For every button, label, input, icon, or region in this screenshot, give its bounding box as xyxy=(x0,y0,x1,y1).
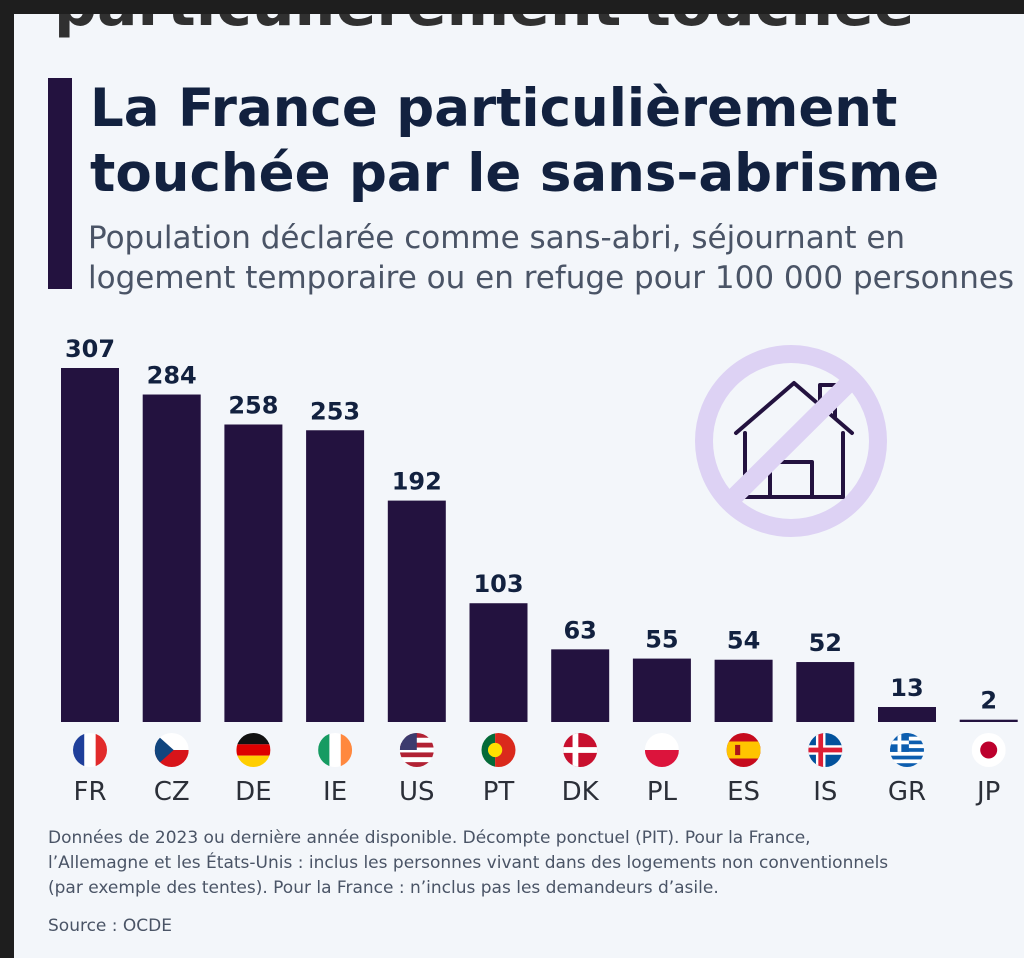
pl-flag-icon xyxy=(644,733,679,767)
footnote-line-3: (par exemple des tentes). Pour la France… xyxy=(48,878,719,898)
bar-jp xyxy=(959,719,1018,722)
fr-flag-icon xyxy=(73,733,107,767)
pt-flag-icon xyxy=(481,733,516,767)
tick-label-us: US xyxy=(399,777,435,807)
bar-de xyxy=(224,424,283,722)
bar-pl xyxy=(632,658,691,722)
bar-es xyxy=(714,659,773,722)
title-accent-bar xyxy=(48,78,72,289)
gr-flag-icon xyxy=(890,733,924,767)
jp-flag-icon xyxy=(971,733,1006,767)
tick-label-cz: CZ xyxy=(154,777,190,807)
subtitle-line-1: Population déclarée comme sans-abri, séj… xyxy=(88,220,906,256)
bar-fr xyxy=(61,368,119,722)
value-label-us: 192 xyxy=(392,468,442,496)
tick-label-pl: PL xyxy=(647,777,678,807)
value-label-de: 258 xyxy=(228,392,278,420)
subtitle-line-2: logement temporaire ou en refuge pour 10… xyxy=(88,260,1015,296)
footnote-line-2: l’Allemagne et les États-Unis : inclus l… xyxy=(48,853,889,873)
bar-gr xyxy=(878,707,936,722)
value-label-dk: 63 xyxy=(563,616,596,644)
bar-cz xyxy=(142,394,201,722)
value-label-is: 52 xyxy=(809,629,842,657)
no-house-icon xyxy=(695,345,887,537)
tick-label-is: IS xyxy=(813,777,837,807)
de-flag-icon xyxy=(236,733,271,767)
cz-flag-icon xyxy=(154,733,189,767)
dk-flag-icon xyxy=(563,733,598,767)
chart-source: Source : OCDE xyxy=(48,916,173,936)
tick-label-pt: PT xyxy=(483,777,515,807)
value-label-cz: 284 xyxy=(147,362,197,390)
tick-label-gr: GR xyxy=(888,777,926,807)
us-flag-icon xyxy=(399,733,434,767)
value-label-pt: 103 xyxy=(473,570,523,598)
tick-label-es: ES xyxy=(727,777,760,807)
is-flag-icon xyxy=(808,733,843,767)
value-label-gr: 13 xyxy=(890,674,923,702)
bar-dk xyxy=(551,649,610,722)
bar-is xyxy=(796,662,855,722)
bar-us xyxy=(387,500,446,722)
tick-label-dk: DK xyxy=(562,777,600,807)
value-label-ie: 253 xyxy=(310,397,360,425)
ie-flag-icon xyxy=(318,733,353,767)
tick-label-ie: IE xyxy=(323,777,347,807)
footnote-line-1: Données de 2023 ou dernière année dispon… xyxy=(48,828,811,848)
bar-pt xyxy=(469,603,528,722)
chart-subtitle: Population déclarée comme sans-abri, séj… xyxy=(88,218,1024,298)
value-label-fr: 307 xyxy=(65,335,115,363)
es-flag-icon xyxy=(726,733,761,767)
background-ghost-text: particulièrement touchée xyxy=(54,14,914,40)
bar-ie xyxy=(306,430,365,722)
value-label-jp: 2 xyxy=(980,687,997,715)
value-label-pl: 55 xyxy=(645,626,678,654)
chart-footnote: Données de 2023 ou dernière année dispon… xyxy=(48,826,1024,901)
chart-title: La France particulièrement touchée par l… xyxy=(90,78,940,204)
tick-label-jp: JP xyxy=(975,777,1000,807)
tick-label-de: DE xyxy=(235,777,271,807)
tick-label-fr: FR xyxy=(73,777,106,807)
value-label-es: 54 xyxy=(727,627,760,655)
